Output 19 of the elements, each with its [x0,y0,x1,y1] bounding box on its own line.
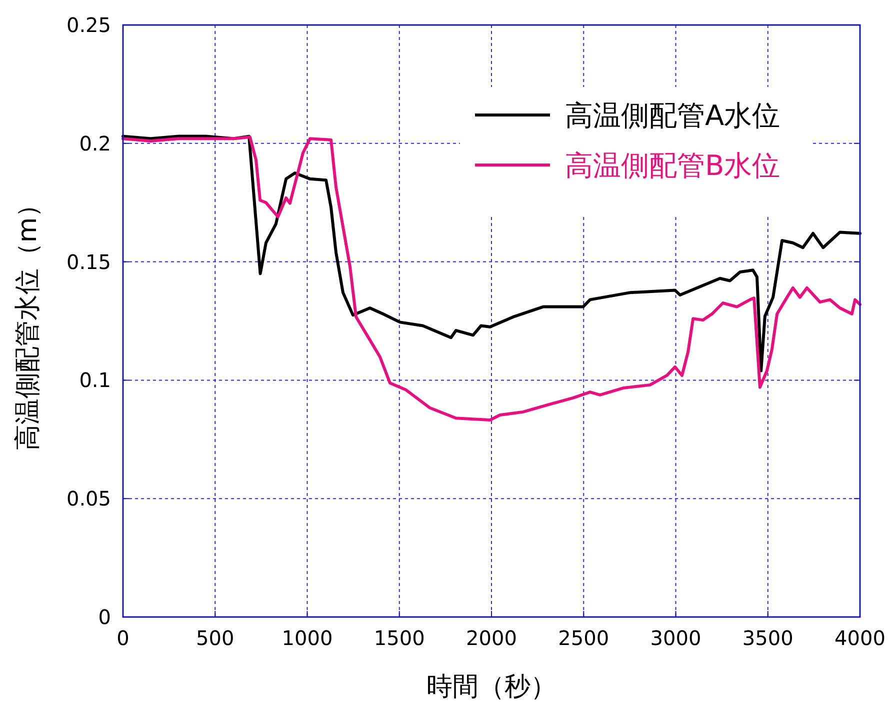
y-tick-label: 0.15 [66,250,111,274]
x-axis-title: 時間（秒） [426,672,556,702]
y-axis-title: 高温側配管水位（m） [13,191,43,451]
x-tick-label: 500 [196,626,234,650]
y-tick-label: 0.1 [79,368,111,392]
x-tick-label: 4000 [834,626,886,650]
x-tick-label: 0 [116,626,130,650]
x-tick-label: 1000 [282,626,333,650]
y-tick-label: 0.25 [66,13,111,37]
x-tick-label: 3500 [742,626,794,650]
y-tick-label: 0.05 [66,486,111,511]
y-tick-label: 0 [98,605,111,629]
legend-label: 高温側配管B水位 [565,149,780,182]
y-tick-label: 0.2 [79,131,111,156]
legend-label: 高温側配管A水位 [565,99,780,132]
x-tick-label: 2000 [466,626,517,650]
x-tick-label: 1500 [374,626,425,650]
x-tick-label: 2500 [558,626,610,650]
x-tick-label: 3000 [650,626,702,650]
